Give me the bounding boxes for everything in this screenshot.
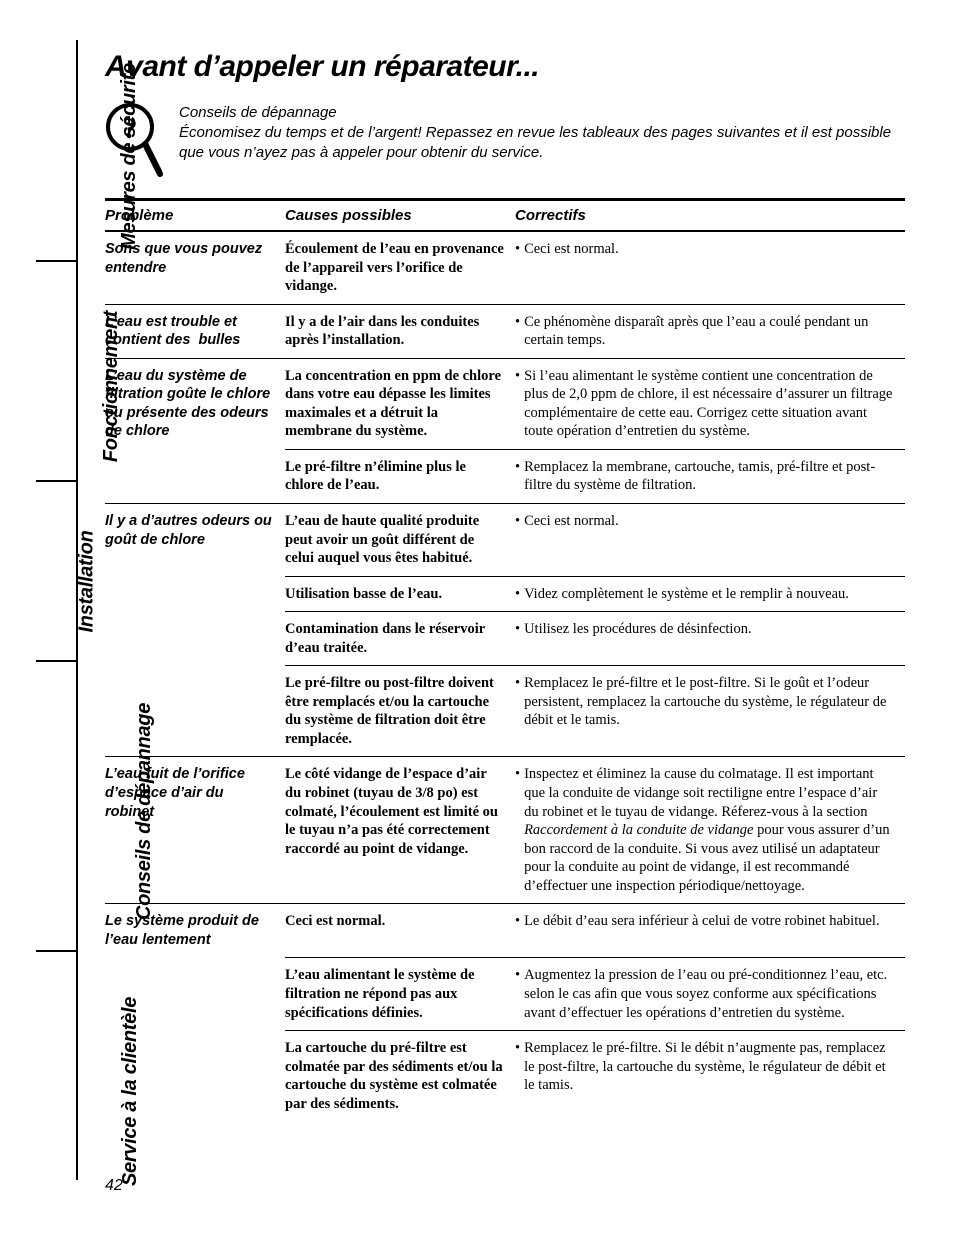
tab-divider [36, 260, 76, 262]
cell-fix: •Augmentez la pression de l’eau ou pré-c… [515, 958, 905, 1030]
side-tab-strip: Mesures de sécurité Fonctionnement Insta… [36, 40, 78, 1180]
cell-cause: La cartouche du pré-filtre est colmatée … [285, 1031, 515, 1122]
tab-divider [36, 660, 76, 662]
fix-text: Inspectez et éliminez la cause du colmat… [524, 765, 895, 895]
table-row: Le pré-filtre n’élimine plus le chlore d… [105, 449, 905, 503]
cell-problem [105, 958, 285, 1030]
col-problem: Problème [105, 200, 285, 232]
side-tab-operation: Fonctionnement [36, 375, 76, 398]
magnifier-question-icon: ? [105, 102, 163, 180]
table-row: Il y a d’autres odeurs ou goût de chlore… [105, 504, 905, 576]
page: Mesures de sécurité Fonctionnement Insta… [0, 0, 954, 1235]
cell-problem: Le système produit de l’eau lentement [105, 904, 285, 958]
table-row: L’eau alimentant le système de filtratio… [105, 958, 905, 1030]
fix-text: Remplacez la membrane, cartouche, tamis,… [524, 458, 895, 495]
cell-cause: Contamination dans le réservoir d’eau tr… [285, 612, 515, 666]
cell-fix: •Videz complètement le système et le rem… [515, 576, 905, 611]
side-tab-troubleshooting: Conseils de dépannage [36, 800, 76, 823]
content: Avant d’appeler un réparateur... ? Conse… [105, 50, 905, 1121]
cell-cause: Le pré-filtre n’élimine plus le chlore d… [285, 449, 515, 503]
cell-fix: •Si l’eau alimentant le système contient… [515, 358, 905, 449]
cell-cause: Le côté vidange de l’espace d’air du rob… [285, 757, 515, 903]
fix-text: Videz complètement le système et le remp… [524, 585, 849, 604]
table-row: L’eau fuit de l’orifice d’espace d’air d… [105, 757, 905, 903]
cell-fix: •Inspectez et éliminez la cause du colma… [515, 757, 905, 903]
cell-cause: La concentration en ppm de chlore dans v… [285, 358, 515, 449]
cell-cause: Utilisation basse de l’eau. [285, 576, 515, 611]
cell-fix: •Remplacez le pré-filtre et le post-filt… [515, 666, 905, 757]
fix-text-italic: Raccordement à la conduite de vidange [524, 822, 753, 838]
cell-fix: •Le débit d’eau sera inférieur à celui d… [515, 904, 905, 958]
cell-cause: Le pré-filtre ou post-filtre doivent êtr… [285, 666, 515, 757]
cell-cause: Il y a de l’air dans les conduites après… [285, 304, 515, 358]
fix-text: Augmentez la pression de l’eau ou pré-co… [524, 966, 895, 1022]
page-title: Avant d’appeler un réparateur... [105, 50, 905, 84]
cell-problem: L’eau fuit de l’orifice d’espace d’air d… [105, 757, 285, 903]
intro-subtitle: Conseils de dépannage [179, 104, 905, 121]
fix-text: Ce phénomène disparaît après que l’eau a… [524, 313, 895, 350]
cell-fix: •Ceci est normal. [515, 231, 905, 304]
table-header-row: Problème Causes possibles Correctifs [105, 200, 905, 232]
page-number: 42 [105, 1177, 123, 1195]
cell-fix: • Ceci est normal. [515, 504, 905, 576]
side-tab-label: Installation [75, 531, 98, 633]
cell-fix: •Remplacez le pré-filtre. Si le débit n’… [515, 1031, 905, 1122]
fix-text: Le débit d’eau sera inférieur à celui de… [524, 912, 880, 931]
col-causes: Causes possibles [285, 200, 515, 232]
table-row: Utilisation basse de l’eau. •Videz compl… [105, 576, 905, 611]
cell-problem: L’eau du système de filtration goûte le … [105, 358, 285, 449]
cell-problem: Il y a d’autres odeurs ou goût de chlore [105, 504, 285, 576]
cell-problem: Sons que vous pouvez entendre [105, 231, 285, 304]
cell-cause: Ceci est normal. [285, 904, 515, 958]
cell-problem [105, 666, 285, 757]
intro-text: Conseils de dépannage Économisez du temp… [179, 102, 905, 164]
fix-text-prefix: Inspectez et éliminez la cause du colmat… [524, 766, 877, 819]
fix-text: Utilisez les procédures de désinfection. [524, 620, 752, 639]
troubleshooting-table: Problème Causes possibles Correctifs Son… [105, 198, 905, 1121]
table-row: Sons que vous pouvez entendre Écoulement… [105, 231, 905, 304]
tab-divider [36, 950, 76, 952]
cell-problem [105, 1031, 285, 1122]
table-row: Contamination dans le réservoir d’eau tr… [105, 612, 905, 666]
cell-cause: L’eau alimentant le système de filtratio… [285, 958, 515, 1030]
table-row: L’eau est trouble et contient des bulles… [105, 304, 905, 358]
fix-text: Ceci est normal. [524, 512, 619, 531]
cell-fix: •Remplacez la membrane, cartouche, tamis… [515, 449, 905, 503]
cell-problem [105, 576, 285, 611]
tab-divider [36, 480, 76, 482]
svg-text:?: ? [123, 112, 138, 145]
cell-problem [105, 449, 285, 503]
table-row: Le pré-filtre ou post-filtre doivent êtr… [105, 666, 905, 757]
cell-cause: L’eau de haute qualité produite peut avo… [285, 504, 515, 576]
cell-problem [105, 612, 285, 666]
fix-text: Remplacez le pré-filtre. Si le débit n’a… [524, 1039, 895, 1095]
fix-text: Si l’eau alimentant le système contient … [524, 367, 895, 441]
table-row: L’eau du système de filtration goûte le … [105, 358, 905, 449]
table-row: Le système produit de l’eau lentement Ce… [105, 904, 905, 958]
fix-text: Ceci est normal. [524, 240, 619, 259]
cell-fix: •Ce phénomène disparaît après que l’eau … [515, 304, 905, 358]
cell-fix: •Utilisez les procédures de désinfection… [515, 612, 905, 666]
col-fixes: Correctifs [515, 200, 905, 232]
cell-problem: L’eau est trouble et contient des bulles [105, 304, 285, 358]
intro-description: Économisez du temps et de l’argent! Repa… [179, 123, 905, 164]
side-tab-installation: Installation [36, 570, 76, 593]
intro-block: ? Conseils de dépannage Économisez du te… [105, 102, 905, 180]
fix-text: Remplacez le pré-filtre et le post-filtr… [524, 674, 895, 730]
side-tab-security: Mesures de sécurité [36, 145, 76, 168]
side-tab-customer-service: Service à la clientèle [36, 1080, 76, 1103]
cell-cause: Écoulement de l’eau en provenance de l’a… [285, 231, 515, 304]
table-row: La cartouche du pré-filtre est colmatée … [105, 1031, 905, 1122]
